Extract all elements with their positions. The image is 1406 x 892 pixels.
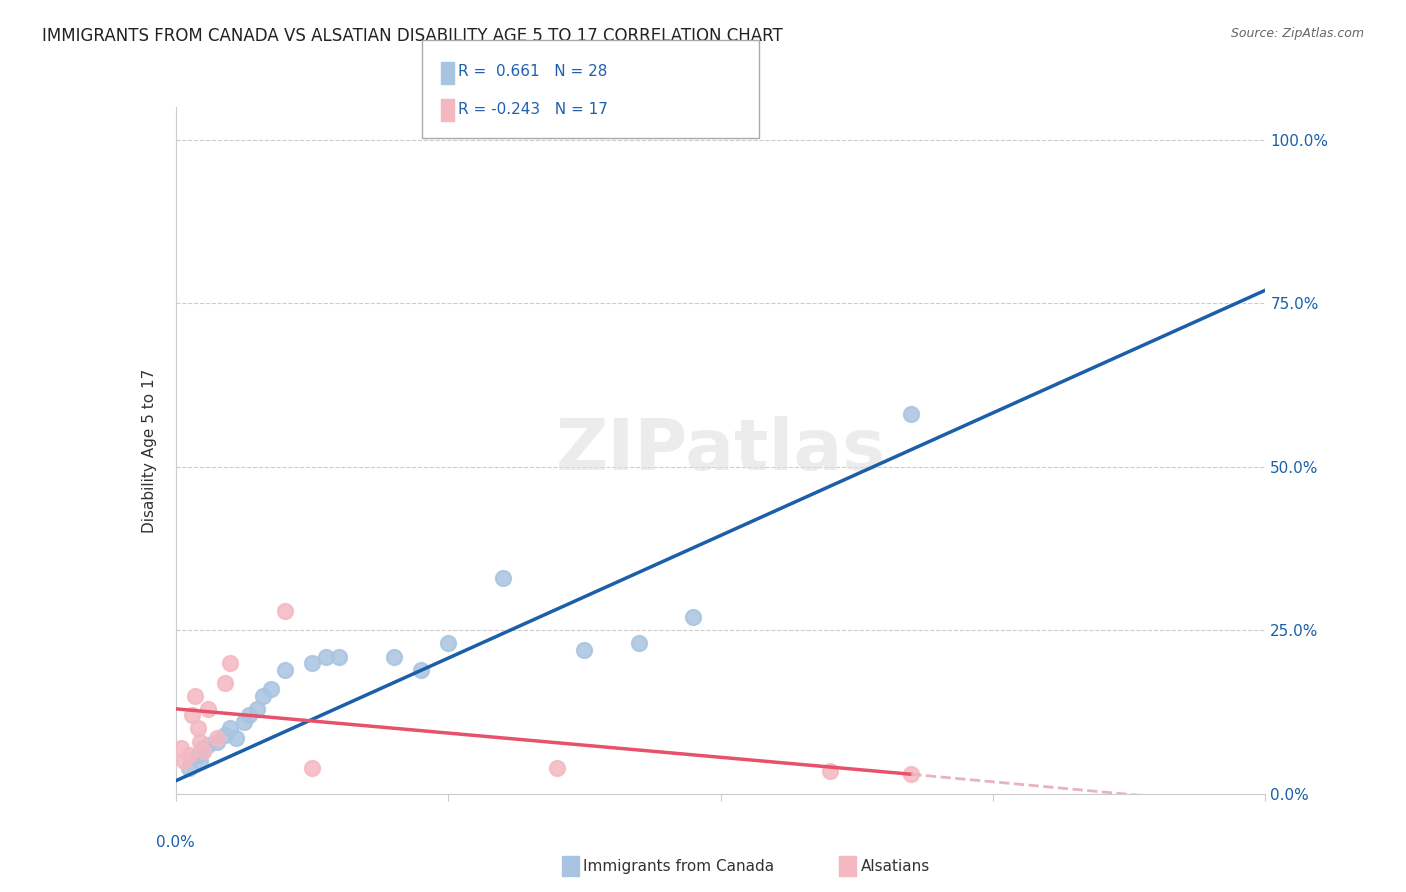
Point	[301, 656, 323, 670]
Point	[184, 689, 207, 703]
Point	[191, 741, 214, 756]
Point	[188, 754, 211, 768]
Point	[492, 571, 515, 585]
Point	[197, 702, 219, 716]
Point	[260, 682, 283, 697]
Point	[627, 636, 650, 650]
Point	[682, 610, 704, 624]
Point	[574, 643, 596, 657]
Text: Alsatians: Alsatians	[860, 859, 929, 873]
Point	[188, 734, 211, 748]
Point	[546, 761, 568, 775]
Point	[409, 663, 432, 677]
Point	[382, 649, 405, 664]
Point	[197, 738, 219, 752]
Point	[900, 408, 922, 422]
Point	[238, 708, 260, 723]
Text: Source: ZipAtlas.com: Source: ZipAtlas.com	[1230, 27, 1364, 40]
Text: 0.0%: 0.0%	[156, 835, 195, 850]
Point	[214, 675, 236, 690]
Y-axis label: Disability Age 5 to 17: Disability Age 5 to 17	[142, 368, 157, 533]
Text: R = -0.243   N = 17: R = -0.243 N = 17	[458, 103, 609, 117]
Point	[252, 689, 274, 703]
Point	[191, 744, 214, 758]
Point	[186, 722, 209, 736]
Point	[274, 604, 297, 618]
Text: Immigrants from Canada: Immigrants from Canada	[583, 859, 775, 873]
Point	[246, 702, 269, 716]
Point	[232, 714, 254, 729]
Point	[170, 741, 193, 756]
Point	[225, 731, 247, 746]
Point	[219, 722, 242, 736]
Point	[315, 649, 337, 664]
Point	[179, 747, 201, 762]
Point	[205, 734, 228, 748]
Point	[205, 731, 228, 746]
Point	[274, 663, 297, 677]
Point	[900, 767, 922, 781]
Point	[301, 761, 323, 775]
Point	[173, 754, 195, 768]
Point	[818, 764, 841, 778]
Point	[186, 747, 209, 762]
Text: R =  0.661   N = 28: R = 0.661 N = 28	[458, 64, 607, 78]
Point	[181, 708, 204, 723]
Text: IMMIGRANTS FROM CANADA VS ALSATIAN DISABILITY AGE 5 TO 17 CORRELATION CHART: IMMIGRANTS FROM CANADA VS ALSATIAN DISAB…	[42, 27, 783, 45]
Point	[219, 656, 242, 670]
Point	[179, 761, 201, 775]
Text: ZIPatlas: ZIPatlas	[555, 416, 886, 485]
Point	[437, 636, 460, 650]
Point	[328, 649, 350, 664]
Point	[191, 744, 214, 758]
Point	[214, 728, 236, 742]
